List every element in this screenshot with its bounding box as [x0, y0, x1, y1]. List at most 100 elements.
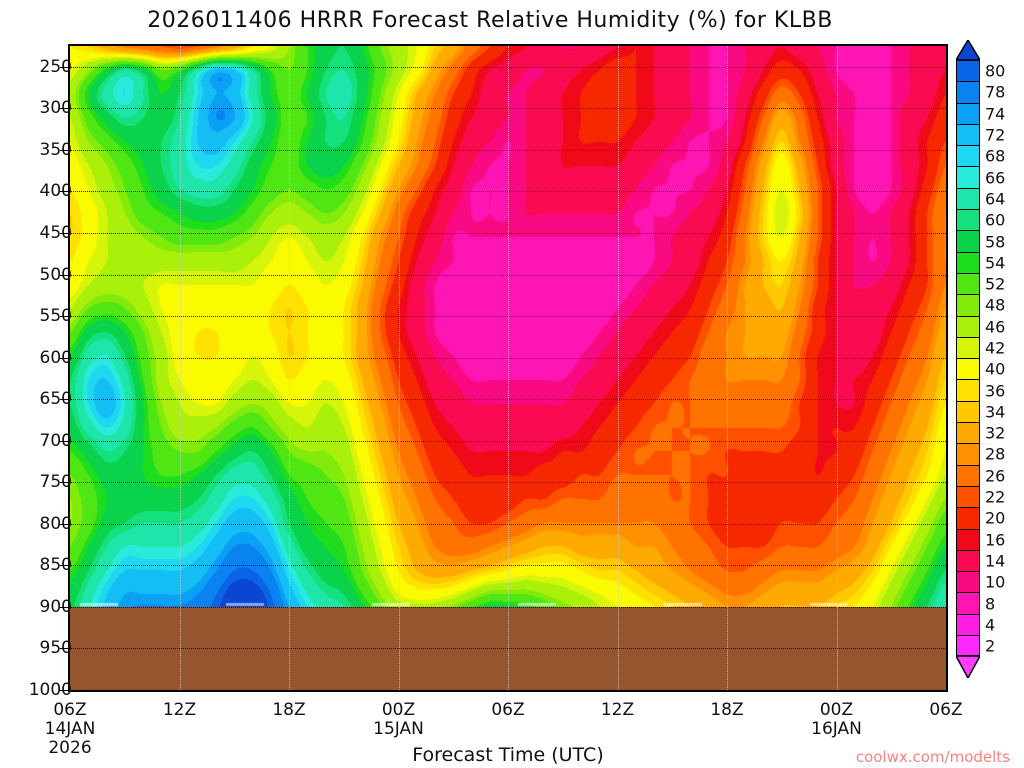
x-axis-year-label: 2026 — [48, 738, 92, 758]
colorbar-swatch: 22 — [956, 485, 1005, 508]
colorbar-tick-label: 16 — [985, 530, 1006, 550]
y-axis-tick-label: 250 — [39, 56, 72, 77]
y-axis-tick-label: 900 — [39, 596, 72, 617]
x-axis-date-label: 14JAN — [44, 719, 96, 739]
x-axis-tick-label: 06Z — [53, 700, 87, 720]
colorbar-swatch: 10 — [956, 571, 1005, 593]
colorbar-swatch: 68 — [956, 145, 1005, 167]
relative-humidity-contour-canvas — [70, 46, 946, 690]
colorbar-tick-label: 8 — [985, 594, 996, 614]
y-axis-tick-label: 650 — [39, 389, 72, 410]
colorbar-tick-label: 2 — [985, 636, 996, 656]
colorbar-tick-label: 42 — [985, 338, 1006, 358]
x-axis-tick-label: 06Z — [491, 700, 525, 720]
colorbar-tick-label: 54 — [985, 253, 1006, 273]
y-axis-tick — [60, 440, 68, 442]
y-axis-tick — [60, 523, 68, 525]
y-axis-tick — [60, 399, 68, 401]
colorbar-tick-label: 72 — [985, 125, 1006, 145]
colorbar-swatch: 32 — [956, 422, 1005, 444]
y-axis-tick-label: 300 — [39, 98, 72, 119]
colorbar-tick-label: 66 — [985, 168, 1006, 188]
y-axis-tick-label: 600 — [39, 347, 72, 368]
x-axis-tick-label: 12Z — [600, 700, 635, 720]
x-axis-tick-label: 18Z — [272, 700, 306, 720]
colorbar: 80 78 74 72 68 66 64 60 58 54 52 48 46 42 40 36 34 32 28 26… — [956, 60, 1005, 657]
y-axis-tick-label: 950 — [39, 638, 72, 659]
colorbar-tick-label: 4 — [985, 615, 996, 635]
colorbar-tick-label: 80 — [985, 61, 1006, 81]
watermark-link[interactable]: coolwx.com/modelts — [855, 748, 1010, 766]
colorbar-swatch: 52 — [956, 272, 1005, 295]
colorbar-swatch: 46 — [956, 315, 1005, 337]
y-axis-tick-label: 850 — [39, 555, 72, 576]
colorbar-tick-label: 78 — [985, 82, 1006, 102]
colorbar-swatch: 40 — [956, 358, 1005, 380]
colorbar-tick-label: 68 — [985, 146, 1006, 166]
y-axis-tick — [60, 316, 68, 318]
colorbar-tick-label: 36 — [985, 381, 1006, 401]
colorbar-swatch: 72 — [956, 123, 1005, 146]
colorbar-tick-label: 74 — [985, 104, 1006, 124]
x-axis-title: Forecast Time (UTC) — [412, 744, 604, 766]
y-axis-tick — [60, 232, 68, 234]
y-axis-tick — [60, 606, 68, 608]
colorbar-swatch: 74 — [956, 102, 1005, 124]
colorbar-under-arrow — [954, 655, 982, 680]
colorbar-tick-label: 64 — [985, 189, 1006, 209]
terrain-ground-fill — [70, 606, 946, 690]
colorbar-swatch: 20 — [956, 507, 1005, 529]
colorbar-tick-label: 52 — [985, 274, 1006, 294]
colorbar-swatch: 42 — [956, 336, 1005, 359]
y-axis-tick-label: 750 — [39, 472, 72, 493]
y-axis-tick — [60, 66, 68, 68]
colorbar-tick-label: 40 — [985, 359, 1006, 379]
colorbar-tick-label: 32 — [985, 423, 1006, 443]
colorbar-tick-label: 58 — [985, 232, 1006, 252]
colorbar-tick-label: 28 — [985, 444, 1006, 464]
colorbar-swatch: 8 — [956, 592, 995, 614]
colorbar-over-arrow — [954, 38, 982, 61]
y-axis-tick — [60, 149, 68, 151]
page-title: 2026011406 HRRR Forecast Relative Humidi… — [147, 8, 833, 33]
y-axis-tick — [60, 108, 68, 110]
colorbar-swatch: 64 — [956, 187, 1005, 210]
y-axis-tick — [60, 565, 68, 567]
x-axis-date-label: 16JAN — [811, 719, 862, 739]
colorbar-swatch: 58 — [956, 230, 1005, 252]
colorbar-swatch: 2 — [956, 635, 995, 657]
colorbar-swatch: 26 — [956, 464, 1005, 486]
colorbar-swatch: 28 — [956, 443, 1005, 465]
colorbar-swatch: 48 — [956, 294, 1005, 316]
y-axis-tick — [60, 357, 68, 359]
x-axis-tick-label: 00Z — [381, 700, 416, 720]
y-axis-tick — [60, 482, 68, 484]
x-axis-tick-label: 06Z — [929, 700, 963, 720]
colorbar-tick-label: 34 — [985, 402, 1006, 422]
y-axis-tick-label: 700 — [39, 430, 72, 451]
y-axis-tick — [60, 690, 68, 691]
colorbar-swatch: 34 — [956, 400, 1005, 423]
colorbar-tick-label: 26 — [985, 466, 1006, 486]
y-axis-tick-label: 1000 — [28, 680, 72, 700]
contour-plot-area — [68, 44, 948, 692]
colorbar-tick-label: 20 — [985, 508, 1006, 528]
y-axis-tick — [60, 274, 68, 276]
colorbar-swatch: 4 — [956, 613, 995, 636]
x-axis-tick-label: 12Z — [162, 700, 197, 720]
y-axis-tick-label: 350 — [39, 139, 72, 160]
colorbar-swatch: 16 — [956, 528, 1005, 550]
colorbar-tick-label: 60 — [985, 210, 1006, 230]
x-axis-date-label: 15JAN — [373, 719, 424, 739]
colorbar-tick-label: 22 — [985, 487, 1006, 507]
colorbar-swatch: 36 — [956, 379, 1005, 401]
colorbar-tick-label: 46 — [985, 317, 1006, 337]
y-axis-tick-label: 550 — [39, 306, 72, 327]
colorbar-tick-label: 10 — [985, 572, 1006, 592]
colorbar-swatch: 54 — [956, 251, 1005, 273]
y-axis-tick-label: 400 — [39, 181, 72, 202]
colorbar-tick-label: 48 — [985, 295, 1006, 315]
x-axis-tick-label: 00Z — [819, 700, 854, 720]
x-axis-tick-label: 18Z — [710, 700, 744, 720]
y-axis-tick-label: 800 — [39, 513, 72, 534]
